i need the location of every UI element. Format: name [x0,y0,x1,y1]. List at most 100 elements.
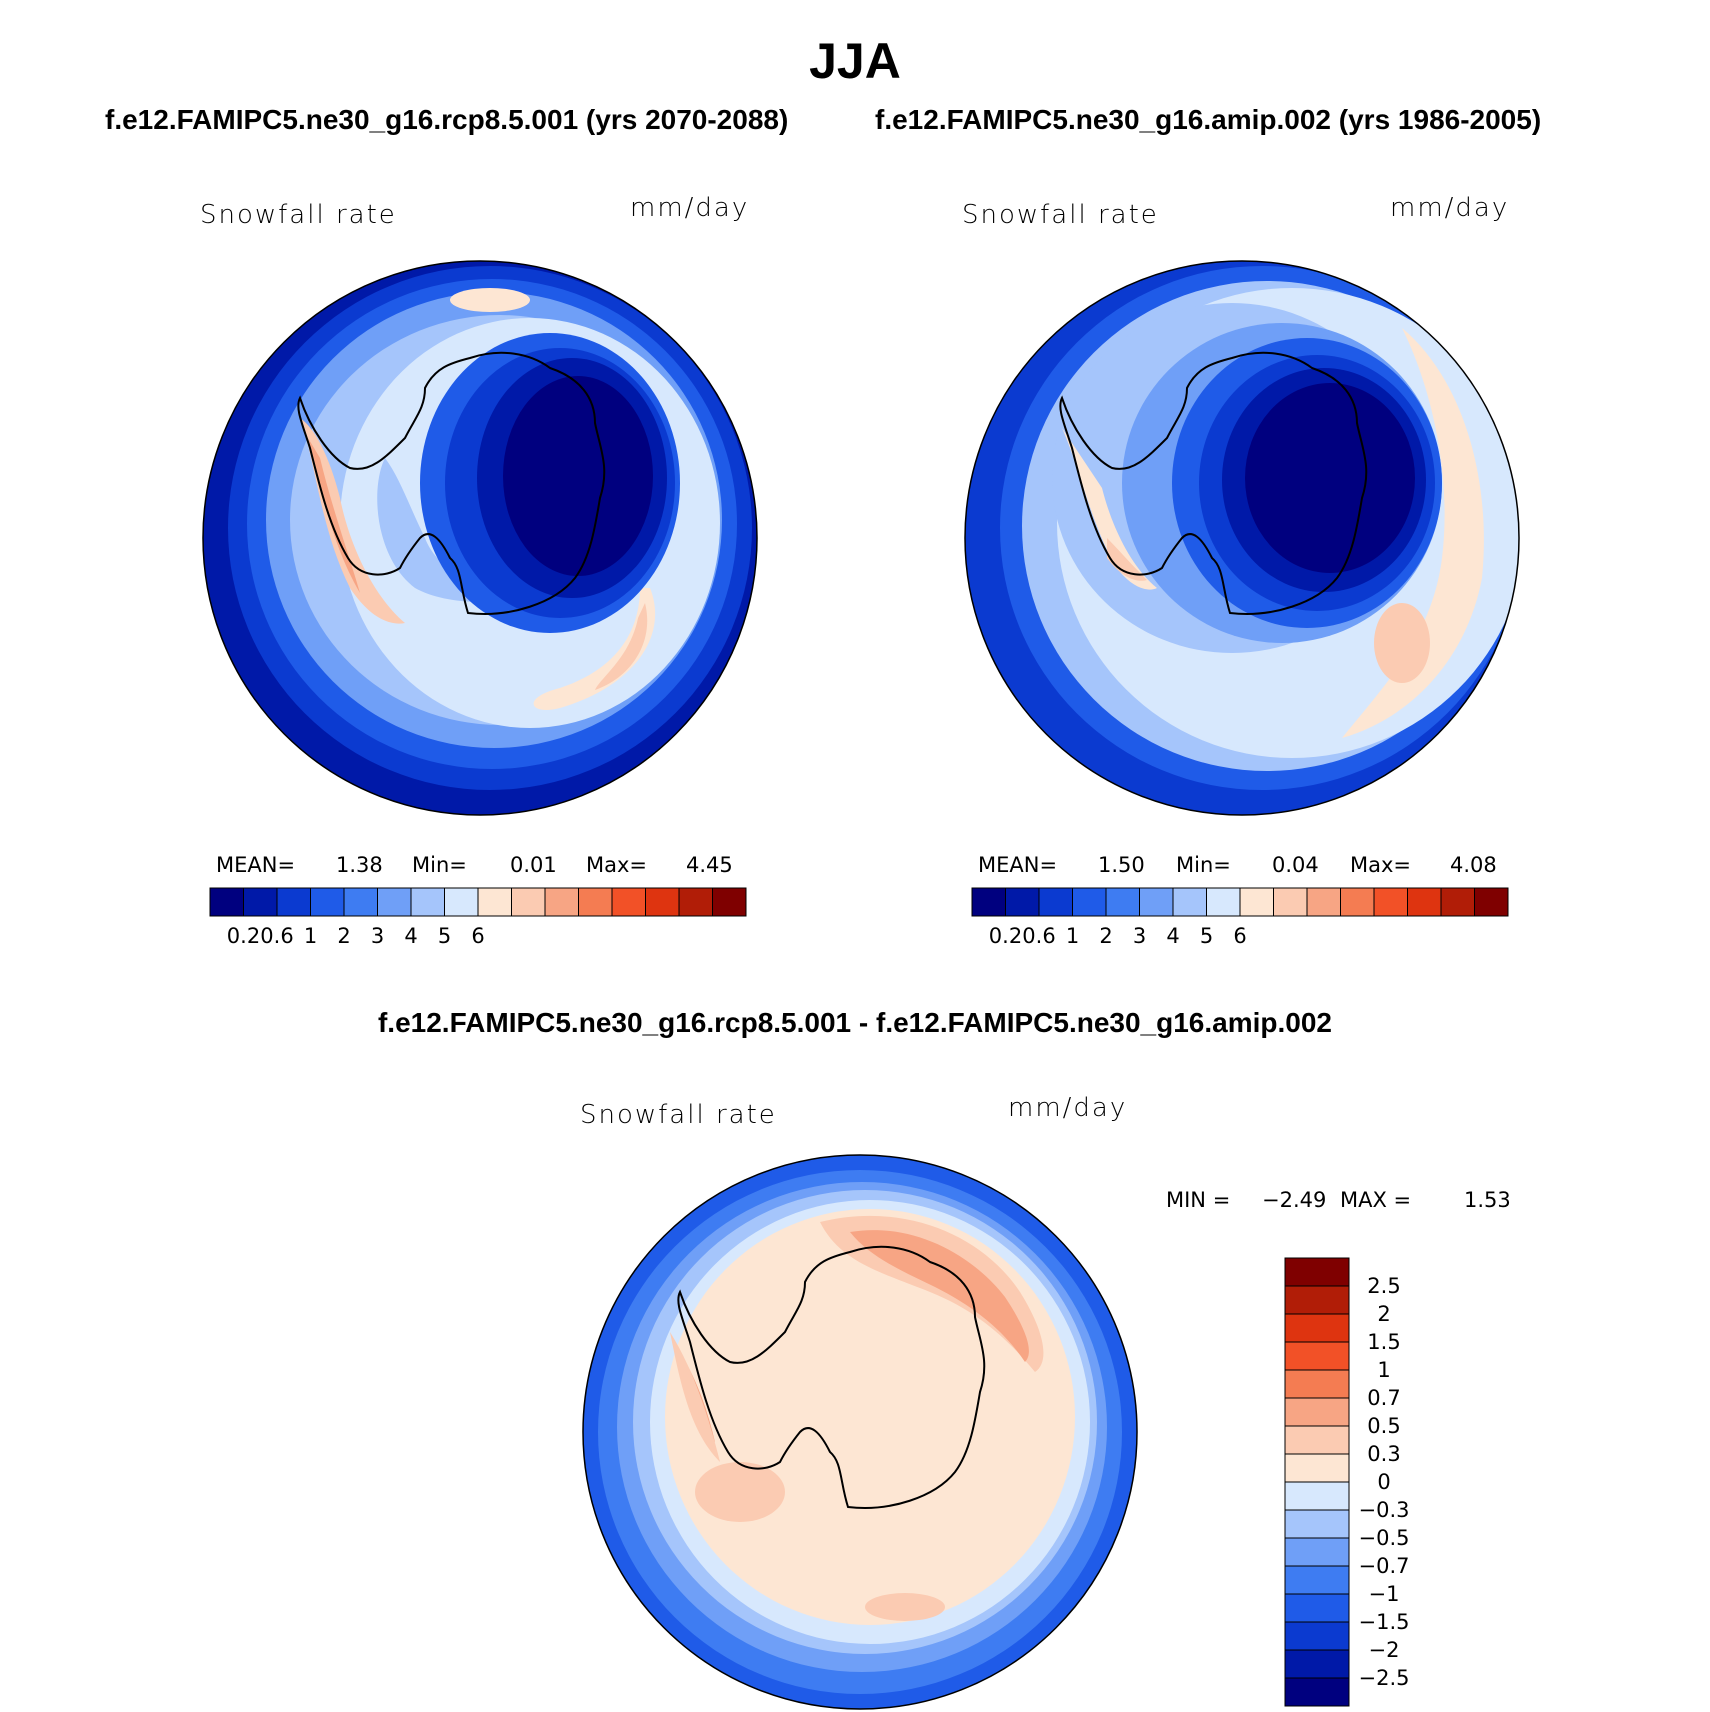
panel2-colorbar-swatch [1038,887,1073,917]
panel1-colorbar-swatch [343,887,378,917]
panel3-colorbar-tick-label: −2 [1368,1638,1400,1662]
panel3-colorbar-swatch [1284,1565,1350,1595]
panel3-units-label: mm/day [1008,1093,1128,1123]
panel2-colorbar [971,887,1509,917]
panel3-contour-fill [583,1155,1137,1709]
panel3-colorbar-tick-label: 1.5 [1367,1330,1401,1354]
panel3-colorbar-swatch [1284,1649,1350,1679]
panel1-colorbar-swatch [578,887,613,917]
panel2-colorbar-swatch [1440,887,1475,917]
panel2-colorbar-swatch [1340,887,1375,917]
panel3-colorbar-tick-label: −0.3 [1358,1498,1410,1522]
panel3-max-value: 1.53 [1464,1188,1511,1212]
panel1-colorbar-swatch [645,887,680,917]
panel3-min-label: MIN = [1166,1188,1231,1212]
panel1-colorbar-tick-label: 2 [337,924,351,948]
panel2-colorbar-swatch [1407,887,1442,917]
panel1-colorbar-tick-label: 5 [437,924,452,948]
panel2-colorbar-tick-label: 1 [1065,924,1080,948]
panel2-colorbar-swatch [1105,887,1140,917]
panel3-colorbar-swatch [1284,1397,1350,1427]
panel2-min-label: Min= [1176,853,1231,877]
panel3-colorbar-swatch [1284,1285,1350,1315]
panel3-colorbar-tick-label: 2.5 [1367,1274,1401,1298]
panel2-max-label: Max= [1350,853,1412,877]
panel2-colorbar-swatch [971,887,1006,917]
panel1-colorbar-swatch [712,887,747,917]
figure-title: JJA [809,33,901,89]
panel1-colorbar-swatch [310,887,345,917]
panel1-colorbar-swatch [544,887,579,917]
panel1-colorbar [209,887,747,917]
panel3-coastline [677,1245,986,1509]
panel3-colorbar-swatch [1284,1425,1350,1455]
panel2-colorbar-swatch [1172,887,1207,917]
panel3-colorbar-tick-label: 0.7 [1367,1386,1401,1410]
panel1-max-value: 4.45 [686,853,733,877]
panel3-colorbar-swatch [1284,1341,1350,1371]
case-subtitle-amip: f.e12.FAMIPC5.ne30_g16.amip.002 (yrs 198… [875,104,1542,135]
panel3-colorbar-tick-label: −1.5 [1358,1610,1410,1634]
panel2-colorbar-tick-label: 0.6 [1022,924,1056,948]
panel2-mean-value: 1.50 [1098,853,1145,877]
panel2-colorbar-swatch [1273,887,1308,917]
panel3-colorbar-tick-label: −0.7 [1358,1554,1410,1578]
panel1-colorbar-tick-label: 3 [370,924,385,948]
panel3-colorbar-tick-label: −0.5 [1358,1526,1410,1550]
panel1-colorbar-tick-label: 1 [303,924,318,948]
panel3-colorbar-swatch [1284,1593,1350,1623]
panel2-colorbar-tick-label: 6 [1233,924,1247,948]
panel1-polar-map [202,260,758,816]
panel3-colorbar-tick-label: 0 [1377,1470,1391,1494]
panel3-polar-map [582,1154,1138,1710]
panel2-colorbar-tick-label: 3 [1132,924,1147,948]
panel2-colorbar-swatch [1474,887,1509,917]
panel2-min-value: 0.04 [1272,853,1319,877]
panel3-colorbar-tick-label: 1 [1377,1358,1391,1382]
panel1-colorbar-swatch [444,887,479,917]
panel2-contour-fill [965,261,1519,815]
panel3-colorbar-tick-label: 2 [1377,1302,1391,1326]
panel1-variable-label: Snowfall rate [200,200,397,230]
panel3-colorbar-swatch [1284,1481,1350,1511]
panel3-min-value: −2.49 [1262,1188,1327,1212]
panel2-colorbar-swatch [1005,887,1040,917]
panel2-colorbar-tick-label: 2 [1099,924,1113,948]
panel2-colorbar-swatch [1206,887,1241,917]
panel1-map-border [202,260,758,816]
panel3-colorbar-swatch [1284,1509,1350,1539]
panel3-colorbar-swatch [1284,1257,1350,1287]
panel1-colorbar-swatch [209,887,244,917]
panel3-colorbar [1284,1257,1350,1707]
panel2-polar-map [964,260,1520,816]
panel1-colorbar-tick-label: 0.2 [226,924,261,948]
panel2-colorbar-swatch [1306,887,1341,917]
panel3-colorbar-tick-label: 0.5 [1367,1414,1401,1438]
panel3-colorbar-swatch [1284,1313,1350,1343]
panel1-mean-label: MEAN= [216,853,296,877]
panel2-colorbar-swatch [1373,887,1408,917]
panel1-colorbar-swatch [511,887,546,917]
panel2-colorbar-tick-label: 5 [1199,924,1214,948]
panel3-colorbar-tick-label: −2.5 [1358,1666,1410,1690]
panel3-colorbar-swatch [1284,1677,1350,1707]
panel1-colorbar-swatch [276,887,311,917]
panel1-colorbar-swatch [377,887,412,917]
panel3-max-label: MAX = [1340,1188,1412,1212]
panel1-colorbar-swatch [678,887,713,917]
panel2-colorbar-swatch [1072,887,1107,917]
panel2-coastline [1059,351,1368,615]
panel1-colorbar-swatch [243,887,278,917]
panel1-min-value: 0.01 [510,853,557,877]
panel2-colorbar-swatch [1139,887,1174,917]
panel2-colorbar-swatch [1239,887,1274,917]
panel3-variable-label: Snowfall rate [580,1100,777,1130]
panel1-min-label: Min= [412,853,467,877]
panel2-colorbar-tick-label: 0.2 [988,924,1023,948]
panel1-mean-value: 1.38 [336,853,383,877]
difference-title: f.e12.FAMIPC5.ne30_g16.rcp8.5.001 - f.e1… [377,1007,1333,1038]
panel1-max-label: Max= [586,853,648,877]
panel2-units-label: mm/day [1390,193,1510,223]
panel1-colorbar-swatch [477,887,512,917]
panel2-mean-label: MEAN= [978,853,1058,877]
